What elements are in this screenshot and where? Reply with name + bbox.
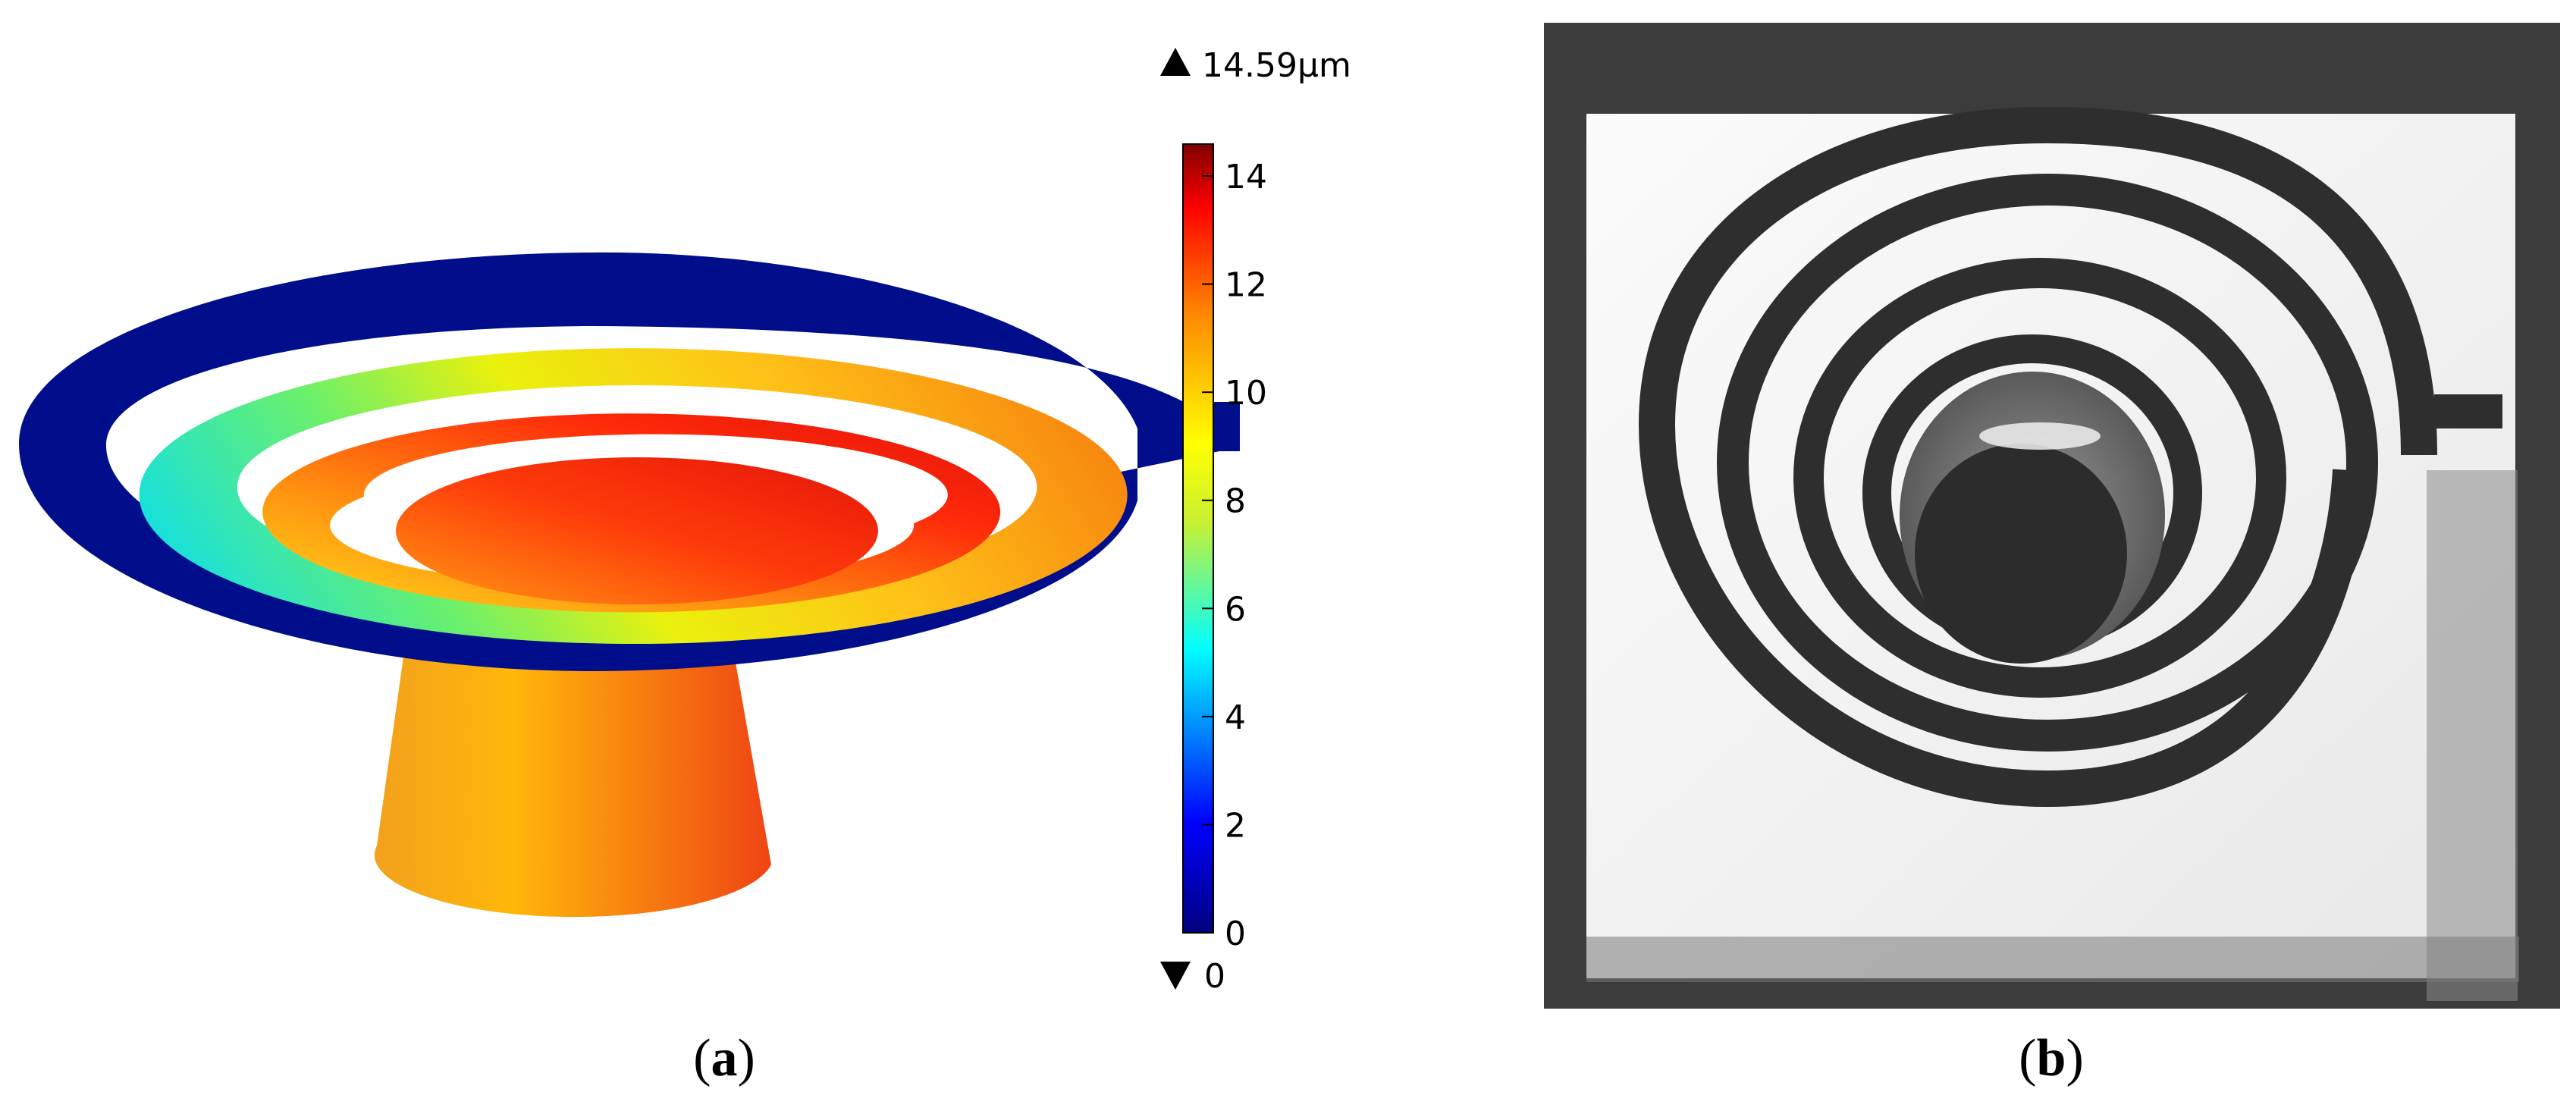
panel-b-letter: b [2037,1029,2066,1087]
photo-ring-3 [1793,258,2286,698]
colorbar-ticks: 0 2 4 6 8 10 12 14 [1202,158,1267,953]
central-cap [396,457,878,604]
panel-a-caption: (a) [693,1029,755,1087]
colorbar-tick-label: 8 [1225,482,1246,521]
panel-b-caption: (b) [2019,1029,2084,1087]
colorbar-tick-label: 0 [1225,915,1246,953]
min-triangle-icon [1160,962,1191,990]
max-triangle-icon [1160,48,1191,76]
photo-right-tab [2434,394,2502,428]
photo-ring-2 [1717,174,2378,752]
photo-ring-1 [1638,106,2437,807]
panel-a-letter: a [711,1029,738,1087]
colorbar-tick-label: 10 [1225,374,1267,413]
plate-edge-shadow [2427,470,2518,1001]
colorbar-tick-label: 14 [1225,158,1267,196]
plate-bottom-shadow [1586,937,2519,982]
colorbar-tick-label: 4 [1225,698,1246,737]
colorbar-gradient [1182,143,1214,934]
colorbar: 0 2 4 6 8 10 12 14 14.59µm 0 [1160,46,1351,996]
photo-post-highlight [1979,422,2101,450]
colorbar-tick-label: 2 [1225,806,1246,845]
photo-post-top [1915,444,2127,664]
panel-b-photo: (b) [1544,23,2560,1087]
colorbar-tick-label: 12 [1225,266,1267,305]
pedestal-base [374,641,771,918]
colorbar-max-label: 14.59µm [1202,46,1351,85]
panel-a-simulation: 0 2 4 6 8 10 12 14 14.59µm 0 (a) [19,46,1351,1087]
colorbar-min-label: 0 [1204,957,1225,996]
colorbar-tick-label: 6 [1225,590,1246,629]
